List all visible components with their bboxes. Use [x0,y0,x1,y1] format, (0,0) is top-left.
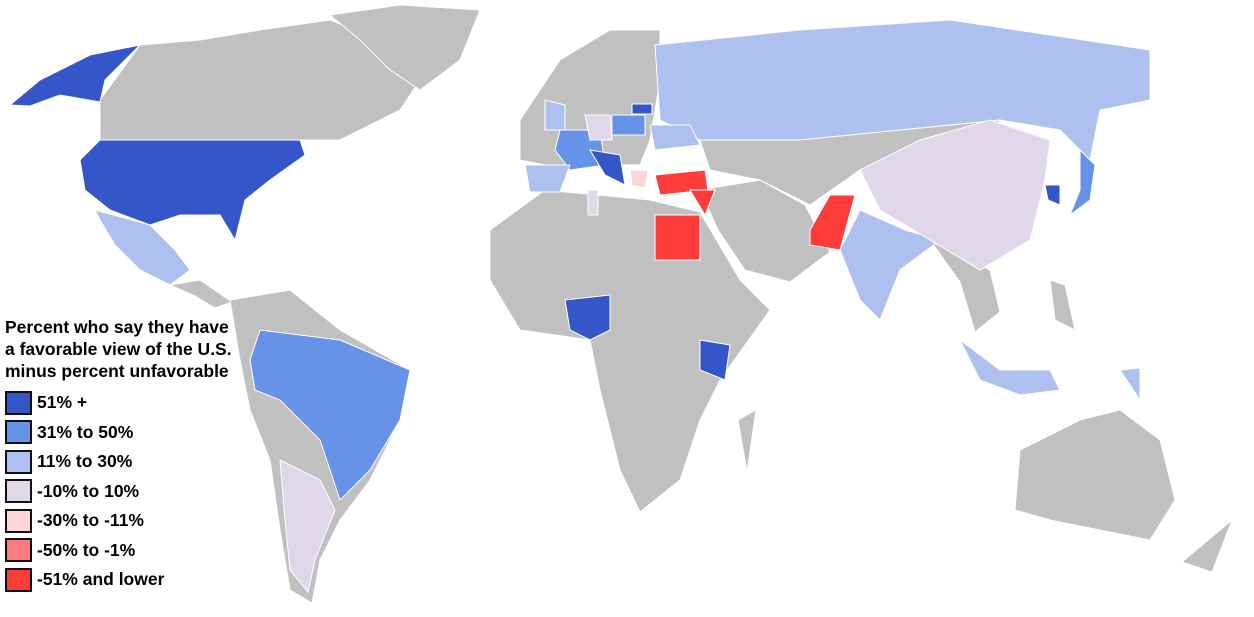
australia [1014,409,1176,541]
legend-swatch [5,420,32,445]
legend-title-line: a favorable view of the U.S. [5,339,232,359]
egypt [654,214,701,261]
legend-label: -51% and lower [37,569,165,590]
germany [584,114,613,141]
argentina [279,459,336,594]
nigeria [564,294,611,341]
legend-label: 51% + [37,392,88,413]
legend-swatch [5,449,32,474]
jordan-syria [689,189,716,217]
legend-swatch [5,567,32,592]
lithuania [631,103,653,115]
united-kingdom [544,99,566,131]
south-korea [1044,184,1061,206]
legend-swatch [5,538,32,563]
central-america [168,279,234,309]
new-zealand [1180,519,1233,573]
legend-title: Percent who say they have a favorable vi… [5,316,285,382]
legend-item: -50% to -1% [5,536,285,566]
japan [1068,148,1096,217]
legend-title-line: minus percent unfavorable [5,361,229,381]
legend-item: 31% to 50% [5,418,285,448]
legend-item: 51% + [5,388,285,418]
pakistan [809,194,856,251]
alaska [8,44,142,107]
greece [629,169,649,189]
kenya [699,339,731,381]
legend-label: 31% to 50% [37,421,134,442]
tunisia [587,189,599,216]
philippines [1049,279,1076,331]
legend-label: 11% to 30% [37,451,133,472]
brazil [249,329,411,501]
legend-swatch [5,479,32,504]
indonesia [959,339,1061,396]
ukraine [649,124,701,151]
italy [589,149,626,186]
poland [611,114,646,136]
legend-item: -30% to -11% [5,506,285,536]
legend-swatch [5,390,32,415]
madagascar [737,409,757,473]
legend-item: -10% to 10% [5,477,285,507]
united-states [79,139,306,242]
greenland [328,4,481,91]
legend-label: -10% to 10% [37,480,140,501]
legend-label: -50% to -1% [37,539,136,560]
russia [654,19,1151,162]
china [859,119,1051,271]
legend-item: -51% and lower [5,565,285,595]
africa [489,189,771,513]
india [839,209,942,321]
spain [524,164,571,193]
legend-title-line: Percent who say they have [5,317,229,337]
legend-item: 11% to 30% [5,447,285,477]
legend: Percent who say they have a favorable vi… [5,316,285,595]
papua-new-guinea [1119,367,1141,402]
legend-swatch [5,508,32,533]
mexico [94,209,191,286]
legend-label: -30% to -11% [37,510,144,531]
